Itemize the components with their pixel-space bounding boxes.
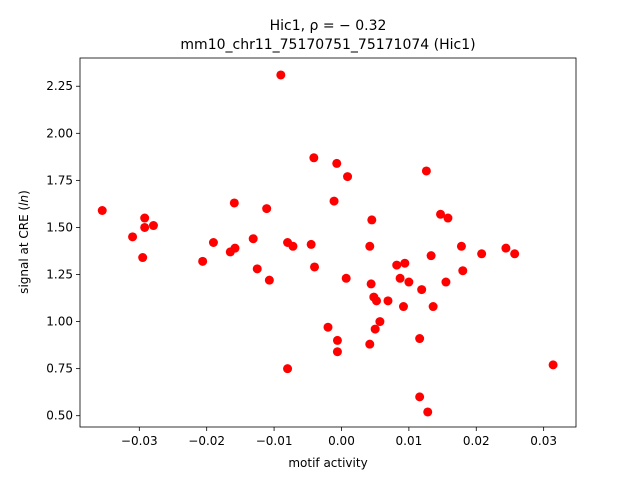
y-tick-label: 1.00 xyxy=(46,315,73,329)
data-point-18 xyxy=(283,364,293,374)
y-tick-label: 2.25 xyxy=(46,79,73,93)
data-point-54 xyxy=(456,241,466,251)
plot-frame xyxy=(79,57,577,428)
x-tick-label: −0.03 xyxy=(121,434,158,448)
data-point-5 xyxy=(140,213,150,223)
data-point-7 xyxy=(198,256,208,266)
data-point-50 xyxy=(428,302,438,312)
points-layer xyxy=(97,70,558,417)
data-point-59 xyxy=(548,360,558,370)
y-tick-label: 1.75 xyxy=(46,173,73,187)
data-point-38 xyxy=(383,296,393,306)
data-point-20 xyxy=(306,239,316,249)
data-point-27 xyxy=(332,347,342,357)
data-point-2 xyxy=(128,232,138,242)
data-point-42 xyxy=(400,258,410,268)
data-point-41 xyxy=(398,302,408,312)
x-tick-label: −0.02 xyxy=(188,434,225,448)
y-tick-label: 0.50 xyxy=(46,409,73,423)
data-point-35 xyxy=(370,324,380,334)
x-tick-label: 0.00 xyxy=(328,434,355,448)
data-point-4 xyxy=(140,222,150,232)
y-axis-label-unit: ln xyxy=(17,195,31,206)
x-axis-label: motif activity xyxy=(288,456,367,470)
data-point-16 xyxy=(276,70,286,80)
data-point-24 xyxy=(329,196,339,206)
y-axis-label: signal at CRE (ln) xyxy=(17,190,31,294)
data-point-23 xyxy=(323,322,333,332)
data-point-40 xyxy=(395,273,405,283)
data-point-21 xyxy=(309,153,319,163)
data-point-6 xyxy=(148,221,158,231)
y-tick-label: 2.00 xyxy=(46,126,73,140)
y-tick-label: 1.50 xyxy=(46,220,73,234)
data-point-19 xyxy=(288,241,298,251)
data-point-45 xyxy=(415,392,425,402)
data-point-33 xyxy=(367,215,377,225)
data-point-32 xyxy=(366,279,376,289)
y-tick-label: 1.25 xyxy=(46,268,73,282)
x-tick-label: 0.01 xyxy=(396,434,423,448)
data-point-51 xyxy=(436,209,446,219)
data-point-8 xyxy=(208,238,218,247)
data-point-13 xyxy=(252,264,262,274)
data-point-46 xyxy=(417,285,427,295)
data-point-49 xyxy=(426,251,436,261)
data-point-52 xyxy=(441,277,451,287)
data-point-43 xyxy=(404,277,414,287)
data-point-37 xyxy=(375,317,385,327)
data-point-39 xyxy=(392,260,402,270)
data-point-25 xyxy=(332,158,342,168)
data-point-36 xyxy=(372,296,382,306)
data-point-22 xyxy=(310,262,320,272)
y-axis: 0.50 0.75 1.00 1.25 1.50 1.75 2.00 2.25 xyxy=(46,79,80,423)
data-point-57 xyxy=(501,243,511,253)
data-point-47 xyxy=(421,166,431,176)
x-axis: −0.03 −0.02 −0.01 0.00 0.01 0.02 0.03 xyxy=(121,427,557,448)
data-point-3 xyxy=(138,253,148,263)
x-tick-label: 0.02 xyxy=(463,434,490,448)
data-point-28 xyxy=(341,273,351,283)
data-point-31 xyxy=(365,339,375,349)
chart-title-line1: Hic1, ρ = − 0.32 xyxy=(270,18,387,34)
data-point-58 xyxy=(510,249,520,259)
data-point-48 xyxy=(423,407,433,417)
data-point-29 xyxy=(343,172,353,182)
data-point-15 xyxy=(264,275,274,285)
data-point-56 xyxy=(477,249,487,259)
chart-title-line2: mm10_chr11_75170751_75171074 (Hic1) xyxy=(180,37,475,53)
data-point-30 xyxy=(365,241,375,251)
data-point-12 xyxy=(248,234,258,244)
data-point-44 xyxy=(415,334,425,344)
x-tick-label: 0.03 xyxy=(530,434,557,448)
y-tick-label: 0.75 xyxy=(46,362,73,376)
data-point-10 xyxy=(229,198,239,208)
data-point-26 xyxy=(332,335,342,345)
data-point-14 xyxy=(262,204,272,214)
x-tick-label: −0.01 xyxy=(256,434,293,448)
data-point-53 xyxy=(443,213,453,223)
data-point-11 xyxy=(230,243,240,253)
data-point-55 xyxy=(458,266,468,276)
data-point-1 xyxy=(97,205,107,215)
